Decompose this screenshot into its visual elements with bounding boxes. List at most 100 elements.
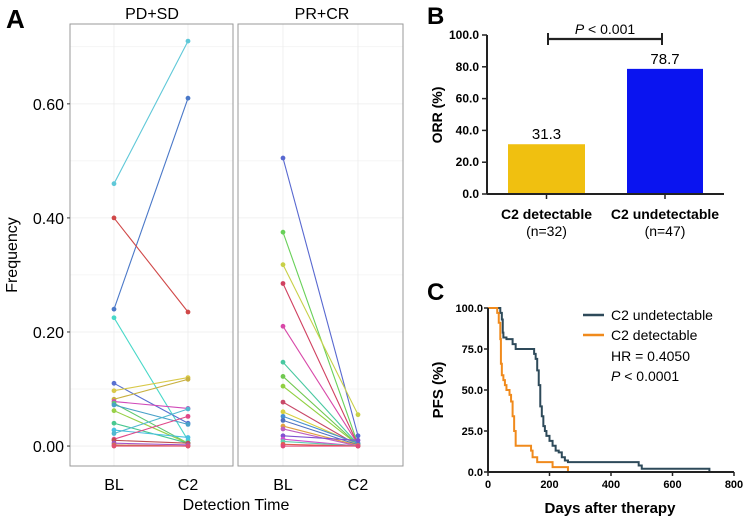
series-line: [113, 415, 189, 440]
series-line: [113, 378, 189, 400]
y-tick-label: 0.40: [33, 211, 64, 228]
data-point: [111, 306, 117, 312]
facet-border: [237, 23, 404, 467]
data-point: [280, 383, 286, 389]
data-point: [280, 229, 286, 235]
data-point: [355, 437, 361, 443]
data-point: [111, 380, 117, 386]
series-line: [282, 385, 359, 446]
x-tick-sublabel: (n=32): [526, 223, 567, 239]
km-curve-undetectable: [488, 307, 711, 472]
legend-label-undetectable: C2 undetectable: [611, 307, 713, 323]
facet-panel-bg: [70, 24, 233, 466]
series-line: [282, 361, 359, 445]
y-tick-label: 0.00: [33, 439, 64, 456]
data-point: [280, 409, 286, 415]
series-line: [282, 283, 359, 446]
data-point: [185, 413, 191, 419]
series-line: [113, 217, 189, 313]
y-tick-label: 20.0: [456, 155, 480, 169]
y-tick-label: 40.0: [456, 123, 480, 137]
series-line: [113, 97, 189, 310]
b-p-value: P < 0.001: [575, 21, 636, 37]
facet-title-pr-cr: PR+CR: [295, 6, 350, 23]
b-p-symbol: P: [575, 21, 585, 37]
data-point: [280, 399, 286, 405]
series-line: [282, 376, 359, 446]
x-tick-label: C2 undetectable: [611, 206, 719, 222]
y-tick-label: 80.0: [456, 60, 480, 74]
series-line: [113, 404, 189, 425]
data-point: [355, 433, 361, 439]
data-point: [280, 323, 286, 329]
data-point: [185, 38, 191, 44]
data-point: [355, 443, 361, 449]
y-tick-label: 25.0: [462, 426, 483, 438]
series-line: [282, 425, 359, 447]
series-line: [113, 408, 189, 435]
x-tick-label: 400: [602, 479, 620, 491]
c-p-text: < 0.0001: [620, 368, 679, 384]
data-point: [111, 315, 117, 321]
series-line: [282, 231, 359, 445]
data-point: [280, 443, 286, 449]
y-tick-label: 60.0: [456, 92, 480, 106]
facet-panel-bg: [238, 24, 403, 466]
series-line: [282, 325, 359, 445]
facet-title-pd-sd: PD+SD: [125, 6, 179, 23]
bar-value-label: 31.3: [532, 126, 561, 143]
x-tick-label: C2: [348, 477, 369, 494]
panel-letter-a: A: [6, 4, 25, 34]
legend-label-detectable: C2 detectable: [611, 327, 698, 343]
x-tick-label: BL: [104, 477, 124, 494]
x-tick-label: 800: [725, 479, 743, 491]
data-point: [111, 420, 117, 426]
y-tick-label: 100.0: [455, 303, 483, 315]
bar-value-label: 78.7: [650, 51, 679, 68]
data-point: [280, 426, 286, 432]
data-point: [185, 421, 191, 427]
c-x-axis-label: Days after therapy: [545, 500, 677, 517]
panel-b: ORR (%) P < 0.001 31.3 C2 detectable(n=32…: [429, 21, 724, 239]
y-tick-label: 50.0: [462, 385, 483, 397]
data-point: [111, 431, 117, 436]
x-tick-label: 600: [663, 479, 681, 491]
series-line: [113, 422, 189, 444]
data-point: [111, 427, 117, 433]
panel-a: PD+SD PR+CR Detection Time Frequency BL C…: [4, 6, 404, 514]
series-line: [282, 419, 359, 446]
series-line: [282, 264, 359, 415]
b-p-text: < 0.001: [584, 21, 635, 37]
facet-border: [69, 23, 234, 467]
y-tick-label: 100.0: [449, 28, 479, 42]
data-point: [280, 417, 286, 423]
series-line: [113, 382, 189, 424]
a-y-axis-label: Frequency: [4, 217, 21, 293]
data-point: [280, 374, 286, 379]
x-tick-label: BL: [273, 477, 293, 494]
series-line: [113, 442, 189, 446]
data-point: [280, 155, 286, 161]
data-point: [111, 402, 117, 408]
panel-letter-c: C: [427, 279, 444, 306]
data-point: [111, 215, 117, 221]
data-point: [280, 359, 286, 365]
bar-detectable: [508, 144, 585, 194]
series-line: [282, 435, 359, 441]
data-point: [355, 412, 361, 418]
data-point: [280, 281, 286, 286]
y-tick-label: 0.60: [33, 97, 64, 114]
data-point: [280, 433, 286, 439]
series-line: [113, 429, 189, 439]
c-p-symbol: P: [611, 368, 621, 384]
bar-undetectable: [627, 68, 703, 194]
data-point: [185, 443, 191, 449]
c-y-axis-label: PFS (%): [430, 362, 447, 419]
x-tick-label: 0: [485, 479, 491, 491]
data-point: [280, 413, 286, 419]
series-line: [282, 415, 359, 444]
data-point: [280, 262, 286, 268]
series-line: [113, 410, 189, 444]
y-tick-label: 75.0: [462, 344, 483, 356]
